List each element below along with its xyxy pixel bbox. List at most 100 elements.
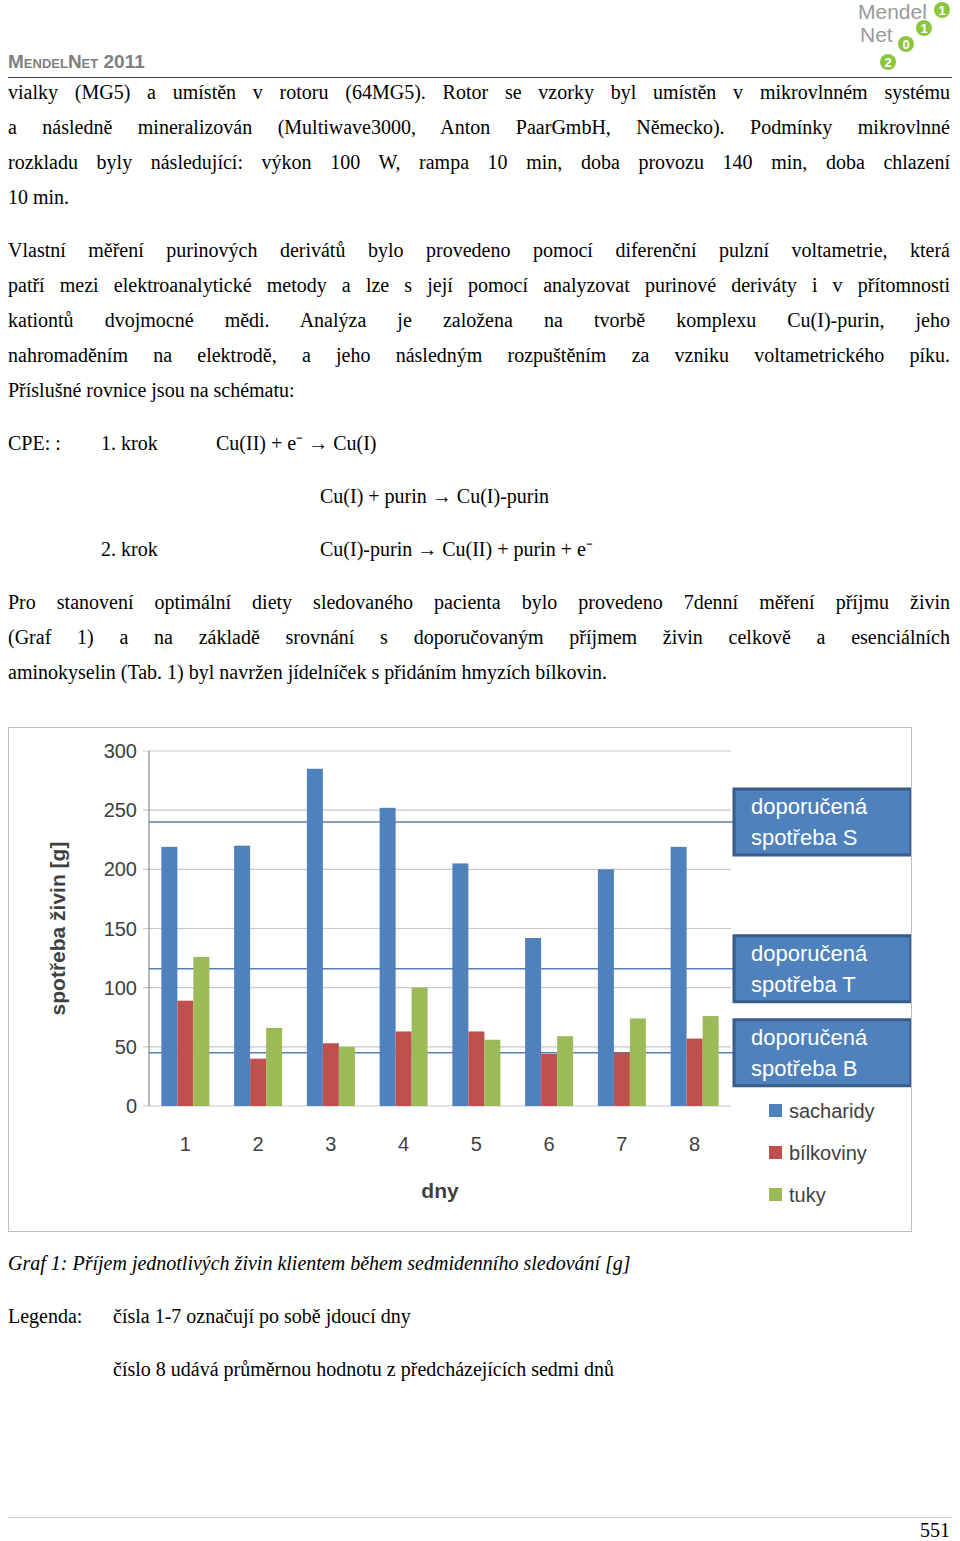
x-tick-label: 7 — [616, 1133, 627, 1155]
chart: 0 50 100 150 200 250 300 spotřeba živin [g] 1 2 3 4… — [8, 727, 912, 1232]
reference-box — [734, 789, 911, 855]
logo-digit: 1 — [938, 3, 945, 18]
paragraph-line: kationtů dvojmocné mědi. Analýza je zalo… — [8, 308, 950, 332]
equation: Cu(II) + e⁻ → Cu(I) — [216, 431, 376, 455]
paragraph-line: Příslušné rovnice jsou na schématu: — [8, 378, 950, 402]
bar — [177, 1001, 193, 1106]
reference-label: doporučená — [751, 794, 868, 819]
y-tick-label: 100 — [104, 977, 137, 999]
bar — [396, 1031, 412, 1106]
bar — [161, 847, 177, 1106]
header-rule — [8, 77, 952, 78]
bar — [671, 847, 687, 1106]
paragraph-line: rozkladu byly následující: výkon 100 W, … — [8, 150, 950, 174]
paragraph-line: Pro stanovení optimální diety sledovanéh… — [8, 590, 950, 614]
reference-label: spotřeba S — [751, 825, 857, 850]
x-axis-label: dny — [421, 1179, 459, 1202]
equation: Cu(I)-purin → Cu(II) + purin + e⁻ — [320, 537, 593, 561]
bar — [630, 1018, 646, 1106]
bar — [703, 1016, 719, 1106]
paragraph-line: nahromaděním na elektrodě, a jeho násled… — [8, 343, 950, 367]
logo-dot — [898, 36, 914, 52]
y-tick-label: 300 — [104, 740, 137, 762]
bar — [598, 869, 614, 1106]
logo-dot — [880, 54, 896, 70]
bar — [323, 1043, 339, 1106]
x-tick-label: 8 — [689, 1133, 700, 1155]
logo-digit: 1 — [920, 21, 927, 36]
x-tick-label: 3 — [325, 1133, 336, 1155]
page-number: 551 — [850, 1518, 950, 1541]
paragraph-line: Vlastní měření purinových derivátů bylo … — [8, 238, 950, 262]
x-tick-label: 1 — [180, 1133, 191, 1155]
y-tick-label: 0 — [126, 1095, 137, 1117]
paragraph-line: 10 min. — [8, 185, 950, 209]
plot-marks — [149, 769, 733, 1106]
caption: Graf 1: Příjem jednotlivých živin klient… — [8, 1251, 631, 1275]
bar — [307, 769, 323, 1106]
bar — [468, 1031, 484, 1106]
bar — [412, 988, 428, 1106]
legend-swatch — [769, 1104, 782, 1117]
logo-word: Net — [860, 23, 893, 46]
x-tick-label: 6 — [544, 1133, 555, 1155]
paragraph-line: a následně mineralizován (Multiwave3000,… — [8, 115, 950, 139]
reference-label: spotřeba T — [751, 972, 856, 997]
grid-line — [143, 750, 731, 751]
legend-swatch — [769, 1188, 782, 1201]
logo-digit: 0 — [902, 37, 909, 52]
y-tick-label: 50 — [115, 1036, 137, 1058]
paragraph-line: patří mezi elektroanalytické metody a lz… — [8, 273, 950, 297]
bar — [452, 863, 468, 1106]
grid-line — [143, 928, 731, 929]
bar — [380, 808, 396, 1106]
bar — [541, 1054, 557, 1106]
equation: Cu(I) + purin → Cu(I)-purin — [320, 484, 549, 508]
bar — [557, 1036, 573, 1106]
legend-note-line: číslo 8 udává průměrnou hodnotu z předch… — [113, 1357, 614, 1381]
footer-rule — [8, 1517, 952, 1518]
legend-note-line: čísla 1-7 označují po sobě jdoucí dny — [113, 1304, 411, 1328]
x-tick-label: 5 — [471, 1133, 482, 1155]
reference-label: spotřeba B — [751, 1056, 857, 1081]
bar — [234, 846, 250, 1106]
scheme-label: CPE: : — [8, 431, 61, 455]
y-axis-label: spotřeba živin [g] — [46, 842, 69, 1016]
logo-dot — [934, 2, 950, 18]
y-tick-label: 250 — [104, 799, 137, 821]
logo-dot — [916, 20, 932, 36]
grid-line — [143, 987, 731, 988]
scheme-step: 1. krok — [101, 431, 158, 455]
logo-word: Mendel — [858, 0, 927, 23]
paragraph-line: (Graf 1) a na základě srovnání s doporuč… — [8, 625, 950, 649]
bar — [193, 957, 209, 1106]
reference-box — [734, 936, 911, 1002]
bar — [525, 938, 541, 1106]
bar — [484, 1040, 500, 1106]
scheme-step: 2. krok — [101, 537, 158, 561]
paragraph-line: vialky (MG5) a umístěn v rotoru (64MG5).… — [8, 80, 950, 104]
x-tick-label: 4 — [398, 1133, 409, 1155]
legend-swatch — [769, 1146, 782, 1159]
legend-label: tuky — [789, 1184, 826, 1206]
grid-line — [143, 810, 731, 811]
y-tick-label: 150 — [104, 918, 137, 940]
bar — [687, 1039, 703, 1106]
grid-line — [143, 869, 731, 870]
paragraph-line: aminokyselin (Tab. 1) byl navržen jídeln… — [8, 660, 950, 684]
bar — [614, 1053, 630, 1106]
reference-label: doporučená — [751, 1025, 868, 1050]
legend-label: bílkoviny — [789, 1142, 867, 1164]
bar — [266, 1028, 282, 1106]
legend-label: sacharidy — [789, 1100, 875, 1122]
header-title: MendelNet 2011 — [8, 50, 145, 74]
y-tick-label: 200 — [104, 858, 137, 880]
bar — [339, 1047, 355, 1106]
reference-box — [734, 1020, 911, 1086]
x-tick-label: 2 — [253, 1133, 264, 1155]
logo-digit: 2 — [884, 55, 891, 70]
reference-label: doporučená — [751, 941, 868, 966]
bar — [250, 1059, 266, 1106]
legend-note-label: Legenda: — [8, 1304, 82, 1328]
reference-line — [149, 821, 733, 823]
